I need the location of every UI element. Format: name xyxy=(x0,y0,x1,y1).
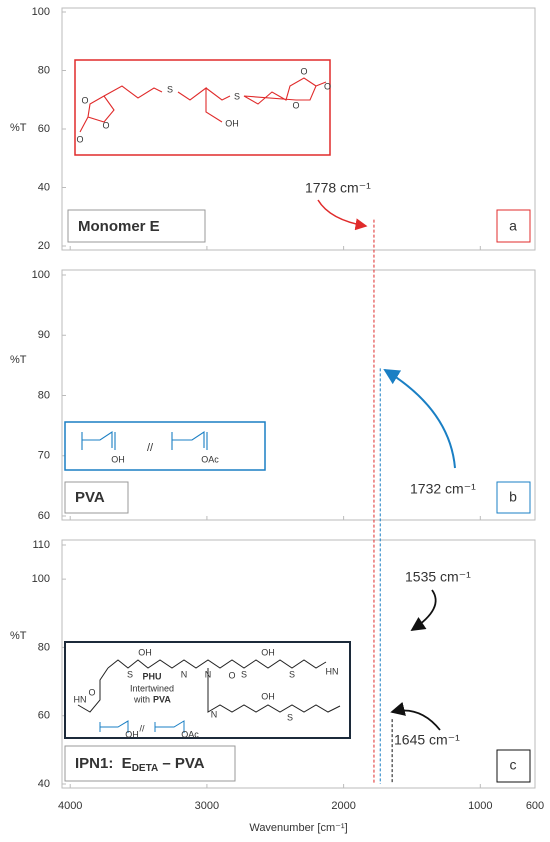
y-tick-label: 90 xyxy=(38,329,50,341)
y-tick-label: 60 xyxy=(38,710,50,722)
structure-label: Intertwined xyxy=(130,683,174,693)
y-tick-label: 80 xyxy=(38,64,50,76)
x-tick-label: 2000 xyxy=(331,800,355,812)
structure-label: PVA xyxy=(153,694,171,704)
panel-box xyxy=(496,481,531,514)
y-tick-label: 40 xyxy=(38,181,50,193)
atom-label: N xyxy=(205,669,212,679)
atom-label: HN xyxy=(326,666,339,676)
y-tick-label: 20 xyxy=(38,240,50,252)
panel-label: b xyxy=(509,489,517,505)
y-tick-label: 60 xyxy=(38,510,50,522)
annotation-arrow xyxy=(410,589,437,631)
atom-label: OAc xyxy=(201,454,219,464)
panel-frames xyxy=(61,7,536,789)
structure-label: with xyxy=(133,694,150,704)
y-tick-label: 100 xyxy=(32,269,50,281)
annotation: 1778 cm⁻¹ xyxy=(305,180,371,196)
atom-label: O xyxy=(88,687,95,697)
y-axis-label: %T xyxy=(10,630,27,642)
annotation-arrow xyxy=(390,701,441,731)
atom-label: S xyxy=(167,84,173,94)
atom-label: OH xyxy=(125,729,139,739)
annotation: 1732 cm⁻¹ xyxy=(410,481,476,497)
x-tick-label: 600 xyxy=(526,800,544,812)
atom-label: OH xyxy=(225,118,239,128)
atom-label: S xyxy=(241,669,247,679)
separator: // xyxy=(139,723,145,733)
atom-label: N xyxy=(211,709,218,719)
structure-ipn: PHU Intertwined with PVA OH OH OH S S S … xyxy=(64,641,351,739)
atom-label: S xyxy=(127,669,133,679)
y-axis-label: %T xyxy=(10,122,27,134)
x-tick-label: 4000 xyxy=(58,800,82,812)
y-tick-label: 60 xyxy=(38,123,50,135)
atom-label: N xyxy=(181,669,188,679)
panel-label: c xyxy=(510,757,517,773)
sample-label-sub: DETA xyxy=(132,763,158,774)
atom-label: O xyxy=(292,100,299,110)
atom-label: O xyxy=(102,120,109,130)
y-axis-label: %T xyxy=(10,354,27,366)
atom-label: O xyxy=(324,81,331,91)
atom-label: OH xyxy=(111,454,125,464)
structure-monomer-e: S S OH O O O O O O xyxy=(74,59,331,156)
y-tick-label: 110 xyxy=(32,539,50,551)
y-tick-label: 80 xyxy=(38,641,50,653)
sample-box xyxy=(67,209,206,243)
annotation: 1645 cm⁻¹ xyxy=(394,732,460,748)
y-tick-label: 100 xyxy=(32,6,50,18)
x-tick-label: 3000 xyxy=(195,800,219,812)
annotation-arrow xyxy=(383,368,456,469)
atom-label: S xyxy=(289,669,295,679)
panel-box xyxy=(496,209,531,243)
atom-label: S xyxy=(234,91,240,101)
atom-label: OH xyxy=(261,647,275,657)
separator: // xyxy=(147,442,154,454)
sample-label-tail: – PVA xyxy=(158,755,205,772)
atom-label: O xyxy=(300,66,307,76)
atom-label: OAc xyxy=(181,729,199,739)
sample-label: IPN1: EDETA – PVA xyxy=(75,755,205,774)
annotation-arrow xyxy=(317,199,368,231)
atom-label: OH xyxy=(261,691,275,701)
x-axis-label: Wavenumber [cm⁻¹] xyxy=(249,822,347,834)
structure-pva: OH OAc // xyxy=(64,421,266,471)
sample-label: Monomer E xyxy=(78,218,160,235)
atom-label: HN xyxy=(74,694,87,704)
atom-label: S xyxy=(287,712,293,722)
annotation: 1535 cm⁻¹ xyxy=(405,569,471,585)
atom-label: OH xyxy=(138,647,152,657)
y-tick-label: 40 xyxy=(38,778,50,790)
y-tick-label: 70 xyxy=(38,450,50,462)
atom-label: O xyxy=(81,95,88,105)
atom-label: O xyxy=(228,670,235,680)
panel-box xyxy=(496,749,531,783)
sample-box xyxy=(64,481,129,514)
panel-label: a xyxy=(509,218,517,234)
atom-label: O xyxy=(76,134,83,144)
sample-label: PVA xyxy=(75,489,105,506)
y-tick-label: 100 xyxy=(32,573,50,585)
structure-label: PHU xyxy=(142,671,161,681)
x-tick-label: 1000 xyxy=(468,800,492,812)
y-tick-label: 80 xyxy=(38,389,50,401)
sample-box xyxy=(64,745,236,782)
plot-layer: %T 20 40 60 80 100 %T 60 70 80 90 100 %T 40 60 80 100 110… xyxy=(10,6,544,834)
sample-label-main: IPN1: E xyxy=(75,755,132,772)
